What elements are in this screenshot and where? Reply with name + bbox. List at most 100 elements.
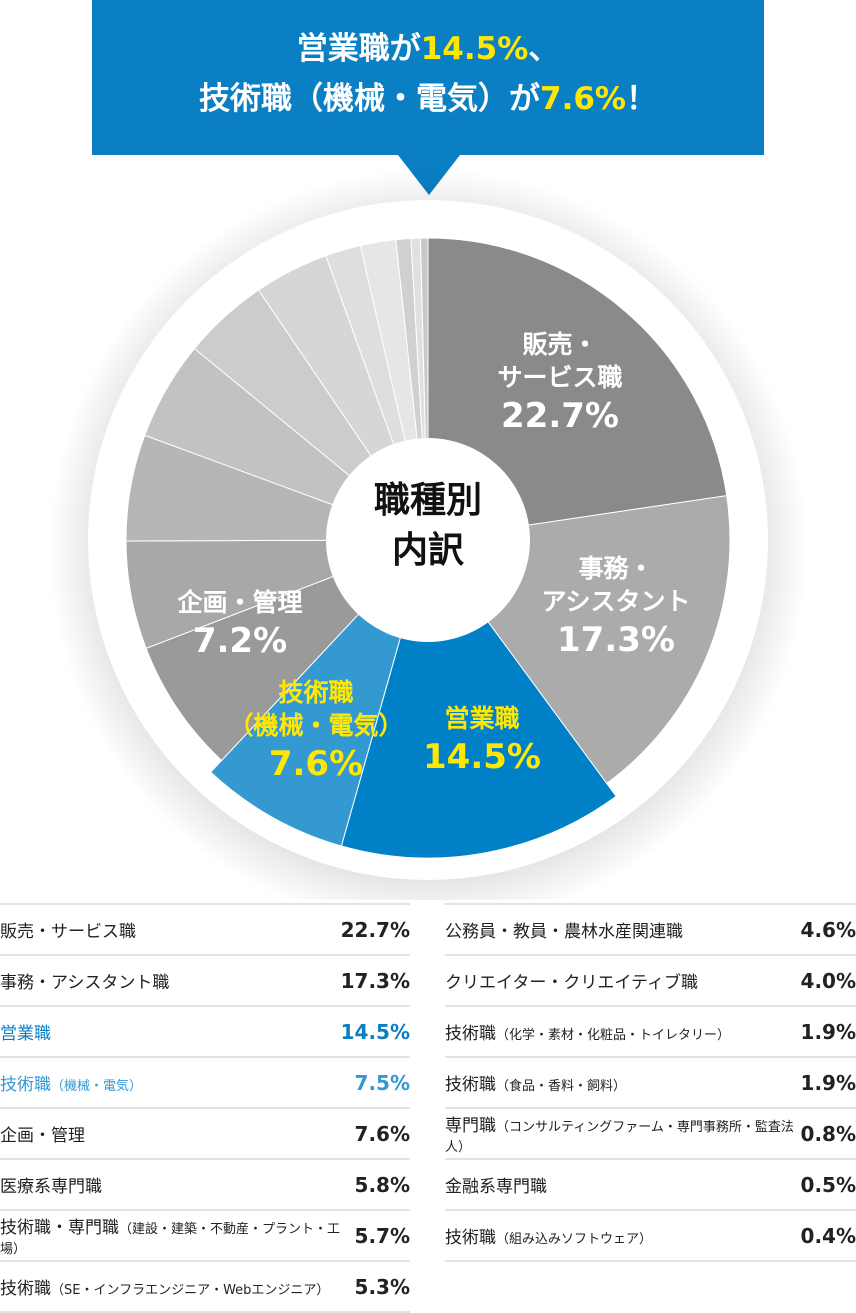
slice-label-text: （機械・電気） [228, 711, 404, 740]
row-label: クリエイター・クリエイティブ職 [445, 968, 698, 993]
row-label: 事務・アシスタント職 [0, 968, 169, 993]
table-divider [445, 1260, 856, 1262]
headline-text: ！ [625, 81, 657, 117]
row-value: 7.6% [354, 1121, 410, 1146]
row-name: 公務員・教員・農林水産関連職 [445, 922, 683, 942]
row-value: 5.7% [354, 1223, 410, 1248]
row-value: 4.0% [800, 968, 856, 993]
slice-label-text: 技術職 [278, 678, 354, 707]
table-row: 技術職（組み込みソフトウェア） 0.4% [445, 1209, 856, 1260]
row-name: 金融系専門職 [445, 1177, 547, 1197]
table-row: 専門職（コンサルティングファーム・専門事務所・監査法人） 0.8% [445, 1107, 856, 1158]
headline-text: 、 [528, 31, 560, 67]
slice-label-pct: 17.3% [557, 620, 675, 660]
row-label: 企画・管理 [0, 1121, 85, 1146]
row-sub: （建設・建築・不動産・プラント・工場） [0, 1222, 341, 1257]
row-name: クリエイター・クリエイティブ職 [445, 973, 698, 993]
row-label: 技術職（化学・素材・化粧品・トイレタリー） [445, 1019, 730, 1044]
headline-line-1: 営業職が14.5%、 [92, 24, 764, 74]
pie-slice [427, 237, 728, 541]
slice-label-text: 企画・管理 [177, 588, 303, 617]
slice-label-text: アシスタント [541, 587, 691, 616]
row-label: 公務員・教員・農林水産関連職 [445, 917, 683, 942]
slice-label-office: 事務・ アシスタント 17.3% [541, 552, 690, 662]
slice-label-text: 事務・ [578, 554, 654, 583]
row-name: 企画・管理 [0, 1126, 85, 1146]
row-value: 1.9% [800, 1070, 856, 1095]
pie-chart [48, 168, 808, 900]
pie-center-label: 職種別 内訳 [374, 476, 482, 576]
row-label: 技術職・専門職（建設・建築・不動産・プラント・工場） [0, 1213, 355, 1258]
table-row: 技術職（機械・電気） 7.5% [0, 1056, 410, 1107]
center-label-line: 職種別 [373, 480, 483, 521]
headline-text: 技術職（機械・電気）が [199, 81, 540, 117]
row-label: 金融系専門職 [445, 1172, 547, 1197]
row-sub: （SE・インフラエンジニア・Webエンジニア） [51, 1283, 330, 1298]
row-name: 技術職 [0, 1279, 51, 1299]
row-value: 5.3% [354, 1274, 410, 1299]
row-value: 0.5% [800, 1172, 856, 1197]
row-name: 技術職・専門職 [0, 1218, 119, 1238]
row-value: 17.3% [340, 968, 410, 993]
table-row: 公務員・教員・農林水産関連職 4.6% [445, 903, 856, 954]
headline-text: 営業職が [296, 31, 421, 67]
row-name: 専門職 [445, 1116, 496, 1136]
row-label: 技術職（食品・香料・飼料） [445, 1070, 626, 1095]
slice-label-pct: 7.6% [268, 744, 364, 784]
row-label: 医療系専門職 [0, 1172, 102, 1197]
row-value: 14.5% [340, 1019, 410, 1044]
row-value: 22.7% [340, 917, 410, 942]
row-label: 営業職 [0, 1019, 51, 1044]
row-value: 0.4% [800, 1223, 856, 1248]
headline-highlight: 14.5% [420, 31, 529, 67]
table-row: 販売・サービス職 22.7% [0, 903, 410, 954]
row-sub: （食品・香料・飼料） [496, 1079, 627, 1094]
row-name: 営業職 [0, 1024, 51, 1044]
slice-label-planning: 企画・管理 7.2% [177, 586, 302, 663]
table-row: 技術職（SE・インフラエンジニア・Webエンジニア） 5.3% [0, 1260, 410, 1311]
table-row: 技術職（食品・香料・飼料） 1.9% [445, 1056, 856, 1107]
table-row: クリエイター・クリエイティブ職 4.0% [445, 954, 856, 1005]
slice-label-text: サービス職 [497, 363, 623, 392]
row-label: 販売・サービス職 [0, 917, 136, 942]
slice-label-text: 営業職 [444, 704, 520, 733]
row-sub: （コンサルティングファーム・専門事務所・監査法人） [445, 1120, 794, 1155]
table-row: 企画・管理 7.6% [0, 1107, 410, 1158]
row-value: 5.8% [354, 1172, 410, 1197]
headline-highlight: 7.6% [540, 81, 626, 117]
row-name: 技術職 [445, 1228, 496, 1248]
slice-label-sales-service: 販売・ サービス職 22.7% [497, 328, 622, 438]
row-name: 技術職 [445, 1024, 496, 1044]
slice-label-pct: 7.2% [192, 621, 288, 661]
table-row: 技術職（化学・素材・化粧品・トイレタリー） 1.9% [445, 1005, 856, 1056]
row-name: 医療系専門職 [0, 1177, 102, 1197]
headline-line-2: 技術職（機械・電気）が7.6%！ [92, 74, 764, 124]
table-row: 金融系専門職 0.5% [445, 1158, 856, 1209]
row-name: 技術職 [445, 1075, 496, 1095]
row-value: 1.9% [800, 1019, 856, 1044]
slice-label-pct: 14.5% [423, 737, 541, 777]
row-name: 技術職 [0, 1075, 51, 1095]
headline-banner: 営業職が14.5%、 技術職（機械・電気）が7.6%！ [92, 0, 764, 155]
table-row: 事務・アシスタント職 17.3% [0, 954, 410, 1005]
breakdown-table-left: 販売・サービス職 22.7% 事務・アシスタント職 17.3% 営業職 14.5% 技術職（… [0, 903, 410, 1313]
row-label: 専門職（コンサルティングファーム・専門事務所・監査法人） [445, 1111, 801, 1156]
row-value: 7.5% [354, 1070, 410, 1095]
breakdown-table-right: 公務員・教員・農林水産関連職 4.6% クリエイター・クリエイティブ職 4.0% 技術職… [445, 903, 856, 1262]
row-sub: （機械・電気） [51, 1079, 143, 1094]
slice-label-engineer-mech: 技術職 （機械・電気） 7.6% [228, 676, 403, 786]
row-sub: （組み込みソフトウェア） [496, 1232, 653, 1247]
row-value: 4.6% [800, 917, 856, 942]
row-value: 0.8% [800, 1121, 856, 1146]
row-sub: （化学・素材・化粧品・トイレタリー） [496, 1028, 731, 1043]
pie-center-hole [326, 438, 530, 642]
row-label: 技術職（機械・電気） [0, 1070, 142, 1095]
table-row: 医療系専門職 5.8% [0, 1158, 410, 1209]
slice-label-text: 販売・ [522, 330, 598, 359]
row-label: 技術職（組み込みソフトウェア） [445, 1223, 652, 1248]
row-name: 事務・アシスタント職 [0, 973, 170, 993]
row-label: 技術職（SE・インフラエンジニア・Webエンジニア） [0, 1274, 329, 1299]
row-name: 販売・サービス職 [0, 922, 136, 942]
slice-label-pct: 22.7% [501, 396, 619, 436]
table-row: 技術職・専門職（建設・建築・不動産・プラント・工場） 5.7% [0, 1209, 410, 1260]
